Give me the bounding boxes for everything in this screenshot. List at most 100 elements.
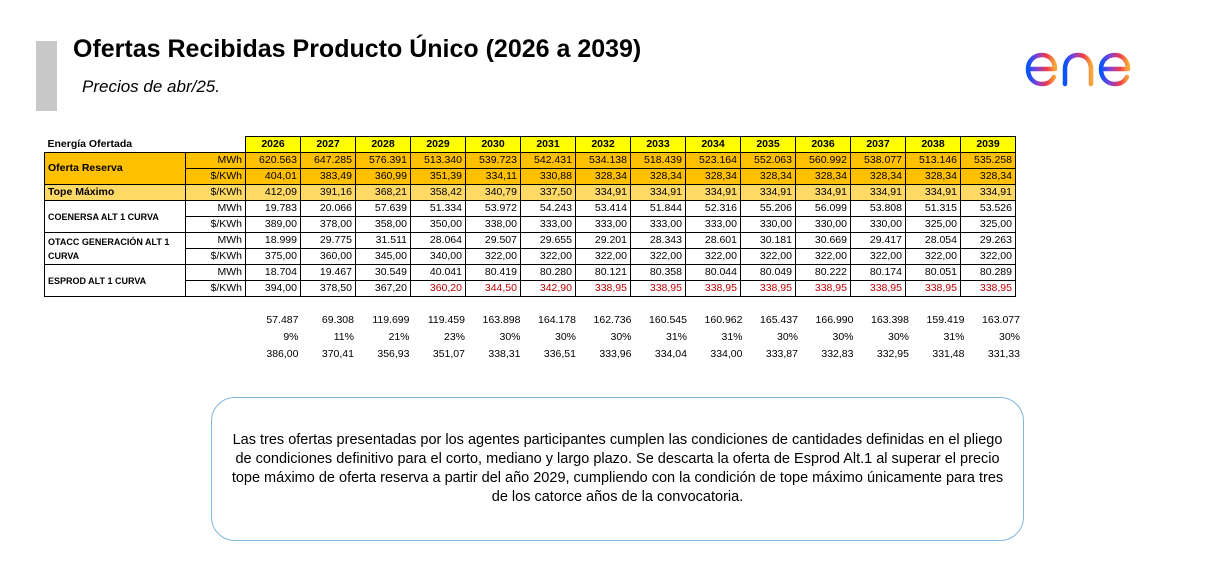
table-cell: 54.243: [520, 200, 576, 217]
table-cell: 333,00: [520, 216, 576, 233]
summary-cell: 159.419: [926, 313, 965, 326]
table-cell: 647.285: [300, 152, 356, 169]
year-header: 2028: [355, 136, 411, 153]
table-cell: 53.526: [960, 200, 1016, 217]
table-cell: 328,34: [905, 168, 961, 185]
table-cell: 340,00: [410, 248, 466, 265]
table-cell: 52.316: [685, 200, 741, 217]
unit-label: $/KWh: [185, 216, 246, 233]
table-cell: 358,00: [355, 216, 411, 233]
table-cell: 560.992: [795, 152, 851, 169]
table-cell: 345,00: [355, 248, 411, 265]
table-cell: 535.258: [960, 152, 1016, 169]
table-cell: 367,20: [355, 280, 411, 297]
table-cell: 513.146: [905, 152, 961, 169]
table-cell: 80.280: [520, 264, 576, 281]
otacc-price-row: $/KWh 375,00 360,00 345,00 340,00 322,00…: [45, 248, 1016, 265]
table-cell: 576.391: [355, 152, 411, 169]
table-cell: 325,00: [905, 216, 961, 233]
table-cell: 333,00: [575, 216, 631, 233]
summary-cell: 69.308: [321, 313, 354, 326]
table-cell-exceeds-cap: 338,95: [740, 280, 796, 297]
table-cell: 620.563: [245, 152, 301, 169]
table-cell: 360,99: [355, 168, 411, 185]
unit-label: MWh: [185, 232, 246, 249]
summary-cell: 356,93: [377, 347, 410, 360]
table-cell: 340,79: [465, 184, 521, 201]
table-cell: 513.340: [410, 152, 466, 169]
summary-cell: 11%: [333, 330, 354, 343]
year-header: 2029: [410, 136, 466, 153]
summary-cell: 333,87: [765, 347, 798, 360]
table-cell: 53.808: [850, 200, 906, 217]
summary-cell: 30%: [554, 330, 576, 343]
table-cell: 55.206: [740, 200, 796, 217]
table-cell: 383,49: [300, 168, 356, 185]
table-cell: 552.063: [740, 152, 796, 169]
year-header: 2030: [465, 136, 521, 153]
table-cell: 358,42: [410, 184, 466, 201]
summary-cell: 162.736: [593, 313, 632, 326]
summary-cell: 166.990: [815, 313, 854, 326]
table-cell: 80.358: [630, 264, 686, 281]
coenersa-label: COENERSA ALT 1 CURVA: [44, 200, 186, 233]
summary-cell: 334,04: [654, 347, 687, 360]
otacc-mwh-row: OTACC GENERACIÓN ALT 1 CURVA MWh 18.999 …: [44, 232, 1016, 265]
table-cell: 334,91: [850, 184, 906, 201]
table-cell: 51.334: [410, 200, 466, 217]
table-cell: 80.174: [850, 264, 906, 281]
table-cell: 19.467: [300, 264, 356, 281]
summary-cell: 163.398: [871, 313, 909, 326]
table-cell: 334,91: [630, 184, 686, 201]
summary-cell: 119.459: [427, 313, 465, 326]
summary-cell: 119.699: [372, 313, 410, 326]
table-cell-exceeds-cap: 338,95: [575, 280, 631, 297]
table-cell-exceeds-cap: 338,95: [685, 280, 741, 297]
table-cell: 328,34: [850, 168, 906, 185]
summary-cell: 31%: [721, 330, 743, 343]
unit-label: MWh: [185, 200, 246, 217]
table-cell: 28.601: [685, 232, 741, 249]
summary-cell: 164.178: [538, 313, 576, 326]
table-cell: 29.417: [850, 232, 906, 249]
table-cell: 375,00: [245, 248, 301, 265]
table-cell: 20.066: [300, 200, 356, 217]
summary-cell: 30%: [832, 330, 854, 343]
table-cell: 334,91: [740, 184, 796, 201]
oferta-reserva-price-row: $/KWh 404,01 383,49 360,99 351,39 334,11…: [44, 168, 1016, 185]
table-cell: 330,00: [850, 216, 906, 233]
table-cell: 333,00: [630, 216, 686, 233]
table-cell: 29.263: [960, 232, 1016, 249]
year-header: 2035: [740, 136, 796, 153]
table-cell: 334,91: [575, 184, 631, 201]
table-cell: 325,00: [960, 216, 1016, 233]
summary-cell: 332,95: [876, 347, 909, 360]
table-cell: 360,00: [300, 248, 356, 265]
energia-ofertada-label: Energía Ofertada: [44, 136, 246, 153]
table-cell: 56.099: [795, 200, 851, 217]
table-cell: 53.972: [465, 200, 521, 217]
year-header: 2036: [795, 136, 851, 153]
table-cell: 338,00: [465, 216, 521, 233]
summary-cell: 338,31: [488, 347, 521, 360]
table-cell-exceeds-cap: 338,95: [850, 280, 906, 297]
summary-cell: 351,07: [432, 347, 465, 360]
oferta-reserva-label: Oferta Reserva: [44, 152, 186, 185]
table-cell: 328,34: [630, 168, 686, 185]
table-cell: 30.181: [740, 232, 796, 249]
coenersa-mwh-row: COENERSA ALT 1 CURVA MWh 19.783 20.066 5…: [44, 200, 1016, 233]
table-cell: 31.511: [355, 232, 411, 249]
summary-cell: 332,83: [821, 347, 854, 360]
table-cell-exceeds-cap: 338,95: [960, 280, 1016, 297]
summary-cell: 30%: [499, 330, 521, 343]
table-cell: 334,91: [960, 184, 1016, 201]
conclusion-note-text: Las tres ofertas presentadas por los age…: [231, 432, 1004, 505]
summary-cell: 163.898: [482, 313, 521, 326]
table-cell: 412,09: [245, 184, 301, 201]
year-header: 2037: [850, 136, 906, 153]
year-header: 2038: [905, 136, 961, 153]
year-header: 2026: [245, 136, 301, 153]
unit-label: MWh: [185, 264, 246, 281]
table-cell: 51.844: [630, 200, 686, 217]
table-cell: 80.049: [740, 264, 796, 281]
